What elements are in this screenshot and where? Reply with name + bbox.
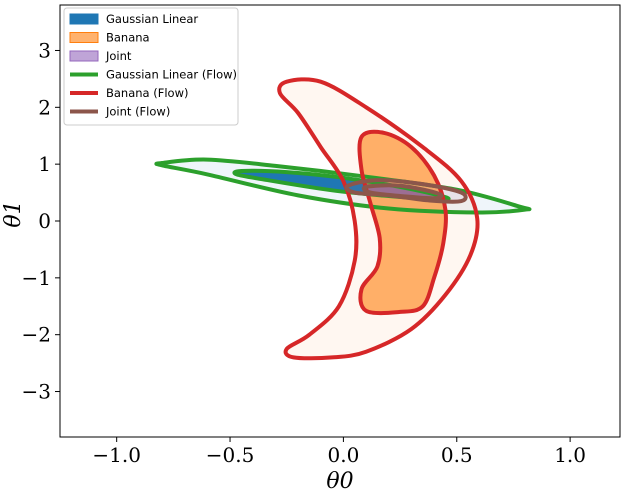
legend-label: Banana — [106, 31, 150, 45]
x-axis-ticks: −1.0 −0.5 0.0 0.5 1.0 — [92, 437, 586, 467]
contour-level-2 — [363, 185, 442, 199]
x-tick-label: 1.0 — [554, 443, 586, 467]
y-tick-label: −2 — [22, 323, 51, 347]
x-tick-label: −1.0 — [92, 443, 141, 467]
contour-level-1 — [277, 77, 480, 361]
legend-label: Gaussian Linear (Flow) — [106, 68, 237, 82]
y-tick-label: 1 — [38, 152, 51, 176]
y-tick-label: −1 — [22, 266, 51, 290]
legend-swatch — [69, 32, 99, 43]
x-tick-label: −0.5 — [206, 443, 255, 467]
x-tick-label: 0.0 — [327, 443, 359, 467]
y-tick-label: 3 — [38, 38, 51, 62]
legend-label: Banana (Flow) — [106, 86, 189, 100]
y-tick-label: 0 — [38, 209, 51, 233]
legend-label: Joint (Flow) — [105, 105, 170, 119]
legend-label: Joint — [105, 49, 132, 63]
legend-item: Banana — [69, 31, 150, 45]
legend-item: Banana (Flow) — [70, 86, 189, 100]
y-axis-label: θ1 — [1, 200, 26, 227]
y-tick-label: 2 — [38, 95, 51, 119]
legend-label: Gaussian Linear — [106, 12, 198, 26]
y-axis-ticks: −3 −2 −1 0 1 2 3 — [22, 38, 60, 404]
y-tick-label: −3 — [22, 380, 51, 404]
legend-item: Gaussian Linear (Flow) — [70, 68, 237, 82]
contour-layer — [154, 77, 532, 361]
legend-item: Gaussian Linear — [69, 12, 198, 26]
contour-level-2 — [361, 183, 444, 201]
series-joint-flow — [344, 178, 468, 204]
series-banana-flow — [277, 77, 480, 361]
x-tick-label: 0.5 — [441, 443, 473, 467]
legend-swatch — [69, 13, 99, 25]
legend-item: Joint — [69, 49, 132, 63]
legend-swatch — [69, 50, 99, 62]
x-axis-label: θ0 — [326, 469, 353, 494]
contour-level-1 — [344, 178, 468, 204]
contour-level-2 — [357, 129, 448, 316]
legend: Gaussian Linear Banana Joint Gaussian Linea… — [63, 7, 239, 126]
contour-level-1 — [154, 157, 532, 215]
legend-item: Joint (Flow) — [70, 105, 170, 119]
legend-frame — [63, 7, 239, 126]
